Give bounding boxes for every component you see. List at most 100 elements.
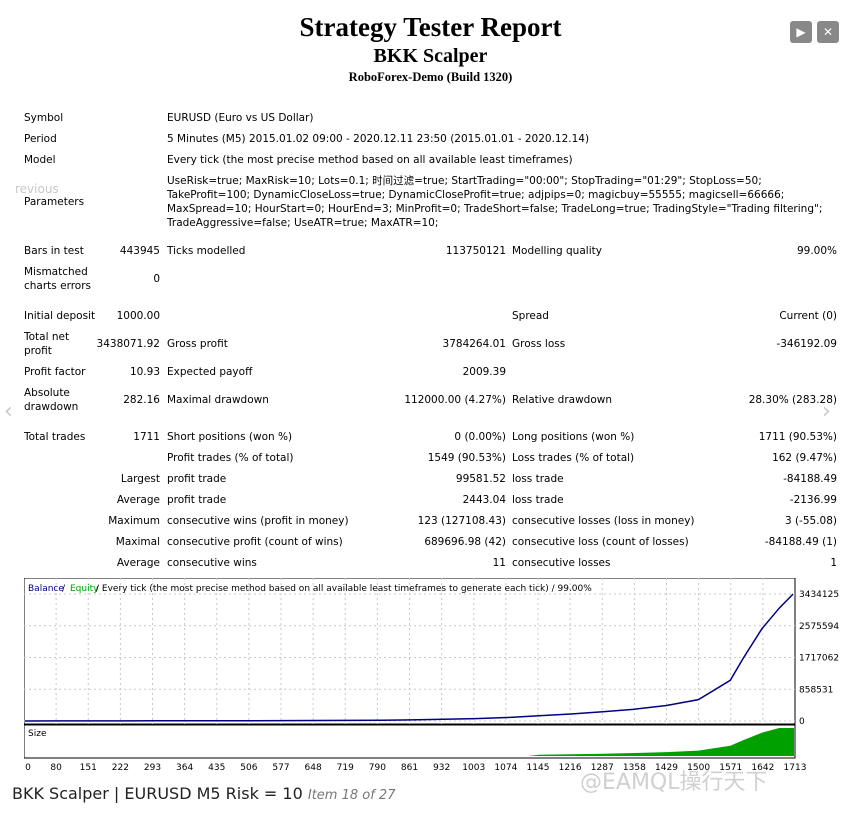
close-icon[interactable]: ✕ [817, 21, 839, 43]
avg-cons-losses-value: 1 [830, 557, 837, 569]
parameters-value: UseRisk=true; MaxRisk=10; Lots=0.1; 时间过滤… [167, 175, 823, 229]
spread-label: Spread [512, 310, 549, 322]
largest-profit-label: profit trade [167, 473, 227, 485]
deposit-value: 1000.00 [116, 310, 160, 322]
x-axis-ticks: 0 80 151 222 293 364 435 506 577 648 719 790 861 932 1… [25, 763, 806, 773]
x-tick-label: 1074 [494, 763, 517, 773]
x-tick-label: 790 [369, 763, 386, 773]
x-tick-label: 293 [144, 763, 161, 773]
x-tick-label: 80 [50, 763, 62, 773]
maximal-cons-profit-label: consecutive profit (count of wins) [167, 536, 343, 548]
max-cons-losses-value: 3 (-55.08) [784, 515, 837, 527]
x-tick-label: 1145 [527, 763, 550, 773]
x-tick-label: 1287 [591, 763, 614, 773]
x-tick-label: 932 [433, 763, 450, 773]
model-value: Every tick (the most precise method base… [167, 154, 573, 166]
netprofit-value: 3438071.92 [96, 338, 160, 350]
grossloss-value: -346192.09 [776, 338, 837, 350]
grossprofit-label: Gross profit [167, 338, 228, 350]
largest-loss-label: loss trade [512, 473, 564, 485]
short-value: 0 (0.00%) [454, 431, 506, 443]
maxdd-label: Maximal drawdown [167, 394, 269, 406]
report-subtitle: BKK Scalper [373, 45, 488, 67]
size-label: Size [28, 729, 47, 739]
symbol-value: EURUSD (Euro vs US Dollar) [167, 112, 314, 124]
bars-value: 443945 [119, 245, 160, 257]
previous-nav-label[interactable]: revious [15, 182, 59, 196]
x-tick-label: 577 [272, 763, 289, 773]
maximum-label: Maximum [108, 515, 160, 527]
legend-description: / Every tick (the most precise method ba… [96, 584, 592, 594]
x-tick-label: 648 [305, 763, 322, 773]
legend-sep: / [62, 584, 66, 594]
legend-balance: Balance [28, 584, 64, 594]
avg-cons-wins-label: consecutive wins [167, 557, 257, 569]
y-tick-label: 858531 [799, 685, 833, 695]
quality-label: Modelling quality [512, 245, 602, 257]
ticks-label: Ticks modelled [167, 245, 246, 257]
x-tick-label: 1358 [623, 763, 646, 773]
ticks-value: 113750121 [445, 245, 506, 257]
long-value: 1711 (90.53%) [758, 431, 837, 443]
profit-trades-value: 1549 (90.53%) [427, 452, 506, 464]
reldd-value: 28.30% (283.28) [748, 394, 837, 406]
average-profit-value: 2443.04 [462, 494, 506, 506]
y-tick-label: 2575594 [799, 622, 839, 632]
profit-trades-label: Profit trades (% of total) [167, 452, 294, 464]
payoff-label: Expected payoff [167, 366, 253, 378]
deposit-label: Initial deposit [24, 310, 96, 322]
x-tick-label: 719 [337, 763, 354, 773]
report-title: Strategy Tester Report [299, 12, 562, 42]
reldd-label: Relative drawdown [512, 394, 613, 406]
average-label: Average [116, 494, 160, 506]
largest-profit-value: 99581.52 [455, 473, 506, 485]
payoff-value: 2009.39 [462, 366, 506, 378]
loss-trades-value: 162 (9.47%) [772, 452, 837, 464]
x-tick-label: 435 [208, 763, 225, 773]
absdd-label-2: drawdown [24, 401, 79, 413]
prev-arrow-icon[interactable]: ‹ [4, 399, 13, 424]
y-tick-label: 3434125 [799, 590, 839, 600]
server-build: RoboForex-Demo (Build 1320) [348, 70, 513, 84]
next-arrow-icon[interactable]: › [822, 399, 831, 424]
trades-value: 1711 [133, 431, 160, 443]
loss-trades-label: Loss trades (% of total) [512, 452, 635, 464]
spread-value: Current (0) [779, 310, 837, 322]
y-tick-label: 1717062 [799, 654, 839, 664]
grossprofit-value: 3784264.01 [442, 338, 506, 350]
grossloss-label: Gross loss [512, 338, 566, 350]
absdd-label-1: Absolute [24, 387, 70, 399]
parameters-label: Parameters [24, 196, 85, 208]
quality-value: 99.00% [796, 245, 837, 257]
largest-loss-value: -84188.49 [783, 473, 837, 485]
average-loss-label: loss trade [512, 494, 564, 506]
trades-label: Total trades [24, 431, 86, 443]
legend-equity: Equity [70, 584, 99, 594]
long-label: Long positions (won %) [512, 431, 635, 443]
x-tick-label: 1500 [687, 763, 710, 773]
caption: BKK Scalper | EURUSD M5 Risk = 10 Item 1… [12, 784, 395, 803]
symbol-label: Symbol [24, 112, 64, 124]
x-tick-label: 364 [176, 763, 193, 773]
period-label: Period [24, 133, 57, 145]
y-axis-ticks: 3434125 2575594 1717062 858531 0 [799, 590, 839, 727]
maximal-cons-loss-value: -84188.49 (1) [764, 536, 837, 548]
x-tick-label: 506 [240, 763, 257, 773]
maximal-cons-profit-value: 689696.98 (42) [424, 536, 506, 548]
maximal-cons-loss-label: consecutive loss (count of losses) [512, 536, 689, 548]
mismatched-value: 0 [153, 273, 160, 285]
max-cons-wins-label: consecutive wins (profit in money) [167, 515, 349, 527]
x-tick-label: 1003 [462, 763, 485, 773]
avg-cons-wins-value: 11 [492, 557, 506, 569]
balance-chart: Balance / Equity / Every tick (the most … [24, 578, 839, 773]
play-icon[interactable]: ▶ [790, 21, 812, 43]
x-tick-label: 1429 [655, 763, 678, 773]
balance-series-line [24, 593, 794, 722]
mismatched-label-2: charts errors [24, 280, 91, 292]
avg-cons-losses-label: consecutive losses [512, 557, 611, 569]
largest-label: Largest [120, 473, 160, 485]
x-tick-label: 1216 [559, 763, 582, 773]
average-profit-label: profit trade [167, 494, 227, 506]
x-tick-label: 1571 [719, 763, 742, 773]
x-tick-label: 0 [25, 763, 31, 773]
